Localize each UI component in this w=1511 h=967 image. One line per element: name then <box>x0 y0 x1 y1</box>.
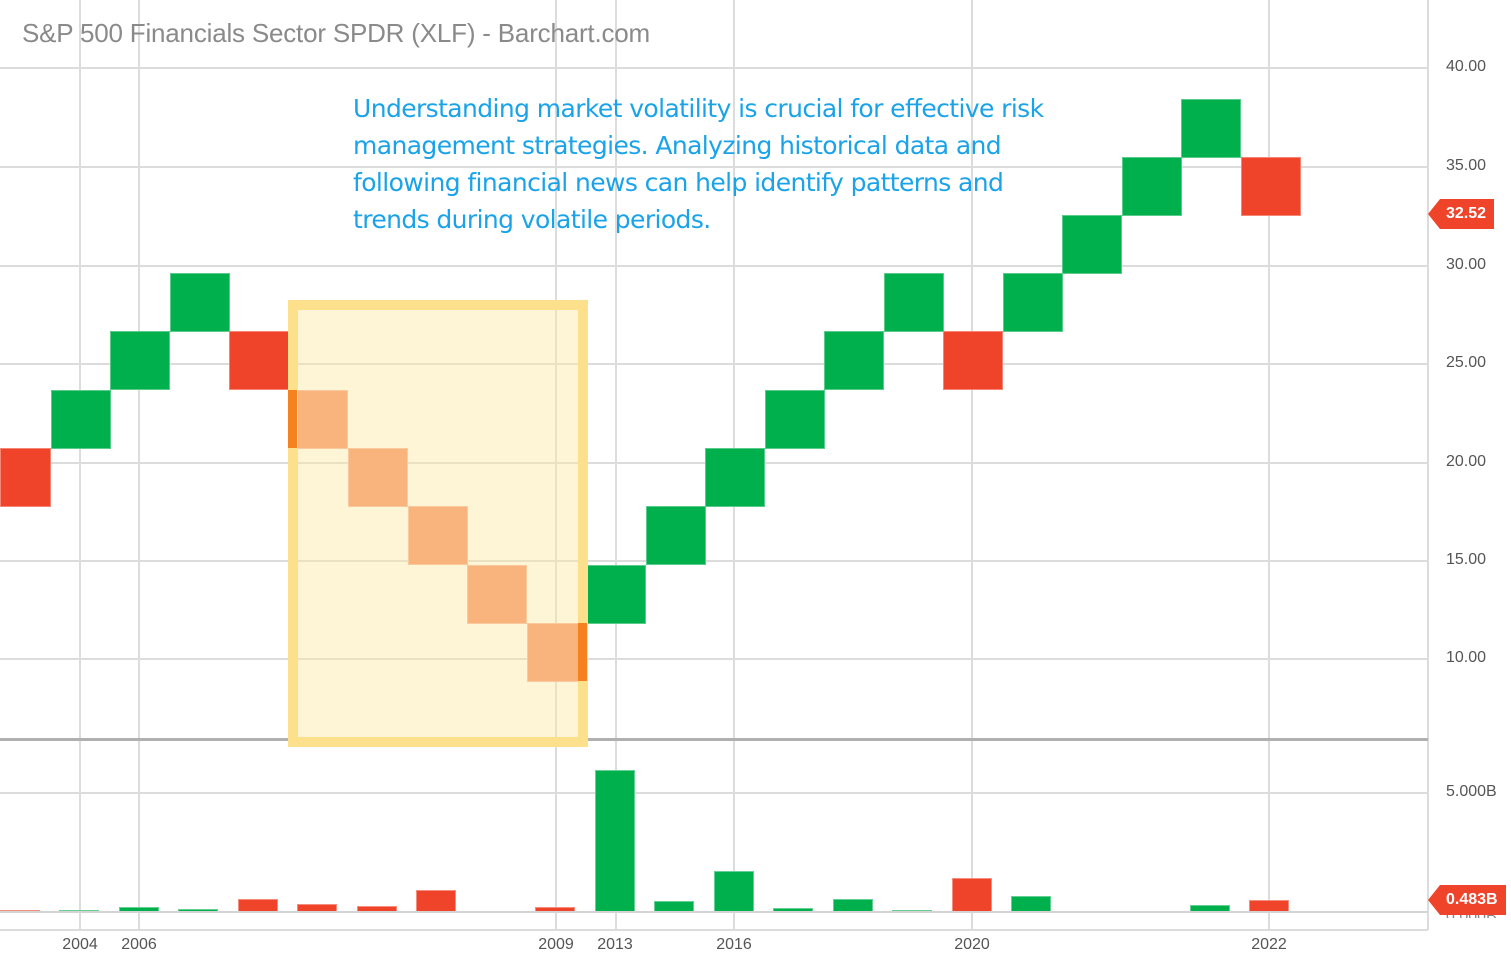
price-label-25: 25.00 <box>1446 354 1487 371</box>
volume-bar-down <box>952 878 992 912</box>
renko-brick-up <box>1062 215 1122 274</box>
price-label-20: 20.00 <box>1446 453 1487 470</box>
renko-brick-down <box>943 331 1003 390</box>
gridline-40 <box>0 67 1428 69</box>
price-label-15: 15.00 <box>1446 551 1487 568</box>
renko-brick-up <box>51 390 111 449</box>
renko-brick-up <box>884 273 944 332</box>
x-label-2009: 2009 <box>538 936 574 953</box>
x-label-2016: 2016 <box>716 936 752 953</box>
vgrid-2009 <box>555 0 557 930</box>
highlight-brick-edge <box>578 623 587 681</box>
price-label-30: 30.00 <box>1446 256 1487 273</box>
gridline-30 <box>0 265 1428 267</box>
chart-plot-area[interactable] <box>0 0 1429 967</box>
gridline-35 <box>0 166 1428 168</box>
price-label-40: 40.00 <box>1446 58 1487 75</box>
vgrid-2022 <box>1268 0 1270 930</box>
renko-brick-down <box>229 331 289 390</box>
volume-label-5b: 5.000B <box>1446 783 1497 800</box>
renko-brick-down <box>1241 157 1301 216</box>
renko-brick-down-highlighted <box>348 448 408 507</box>
last-volume-tag: 0.483B <box>1428 885 1506 915</box>
price-label-35: 35.00 <box>1446 157 1487 174</box>
vgrid-2006 <box>138 0 140 930</box>
renko-brick-up <box>1122 157 1182 216</box>
x-axis-line <box>0 929 1428 931</box>
vgrid-2013 <box>615 0 617 930</box>
renko-brick-down-highlighted <box>527 623 587 682</box>
price-label-10: 10.00 <box>1446 649 1487 666</box>
highlight-rectangle[interactable] <box>288 300 588 747</box>
gridline-25 <box>0 363 1428 365</box>
renko-brick-up <box>110 331 170 390</box>
price-axis-line <box>1427 0 1429 930</box>
last-price-tag: 32.52 <box>1427 199 1495 229</box>
renko-brick-up <box>1181 99 1241 158</box>
x-label-2013: 2013 <box>597 936 633 953</box>
volume-bar-up <box>714 871 754 912</box>
renko-brick-up <box>765 390 825 449</box>
pane-separator[interactable] <box>0 738 1428 741</box>
renko-brick-up <box>705 448 765 507</box>
x-label-2020: 2020 <box>954 936 990 953</box>
annotation-text[interactable]: Understanding market volatility is cruci… <box>353 94 1044 234</box>
renko-brick-down-highlighted <box>408 506 468 565</box>
renko-brick-down-highlighted <box>467 565 527 624</box>
x-label-2006: 2006 <box>121 936 157 953</box>
x-label-2004: 2004 <box>62 936 98 953</box>
volume-baseline <box>0 911 1428 913</box>
volume-bar-down <box>416 890 456 912</box>
renko-brick-up <box>1003 273 1063 332</box>
gridline-15 <box>0 560 1428 562</box>
renko-brick-up <box>586 565 646 624</box>
gridline-10 <box>0 658 1428 660</box>
renko-brick-down-highlighted <box>288 390 348 449</box>
highlight-brick-edge <box>288 390 297 448</box>
renko-brick-up <box>170 273 230 332</box>
volume-bar-up <box>1011 896 1051 912</box>
vgrid-2020 <box>971 0 973 930</box>
gridline-vol-5b <box>0 792 1428 794</box>
renko-brick-up <box>646 506 706 565</box>
vgrid-2004 <box>79 0 81 930</box>
volume-bar-up <box>595 770 635 912</box>
renko-brick-up <box>824 331 884 390</box>
chart-title: S&P 500 Financials Sector SPDR (XLF) - B… <box>22 18 650 48</box>
x-label-2022: 2022 <box>1251 936 1287 953</box>
renko-brick-down <box>0 448 51 507</box>
